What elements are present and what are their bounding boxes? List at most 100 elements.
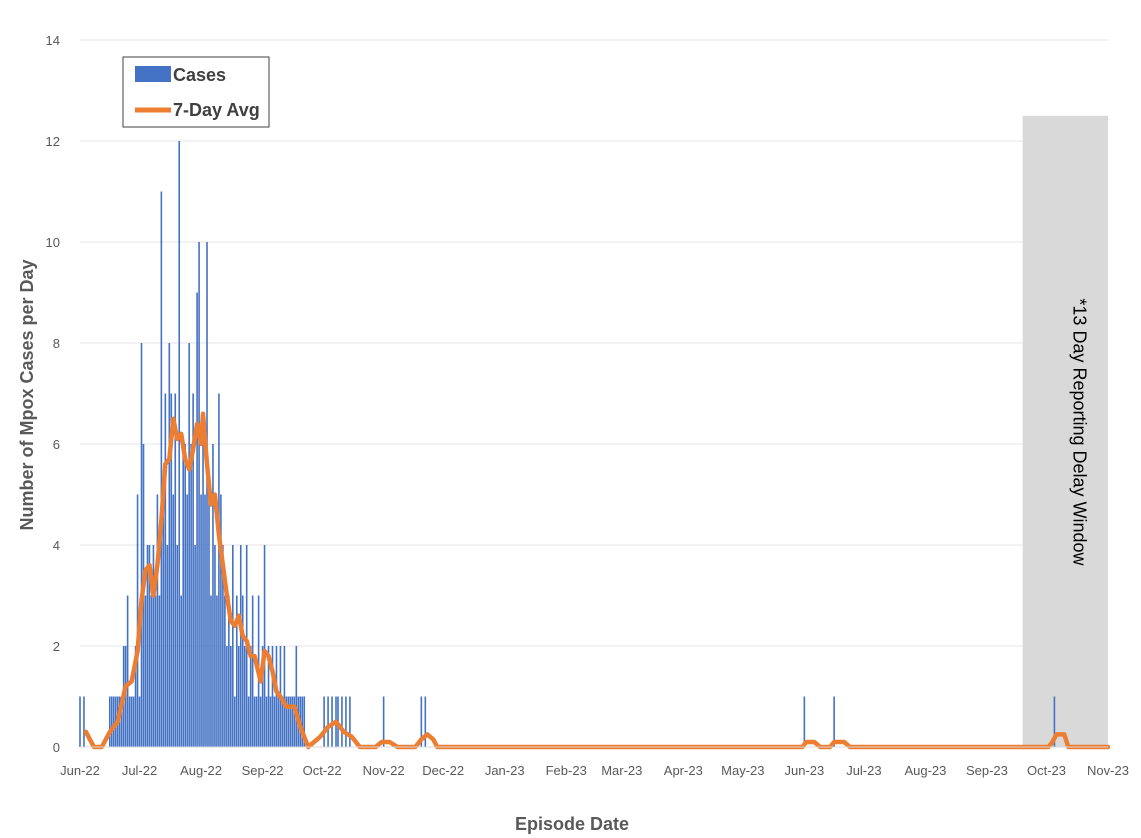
case-bar <box>265 696 268 747</box>
case-bar <box>188 343 190 747</box>
x-axis-ticks: Jun-22 Jul-22 Aug-22 Sep-22 Oct-22 Nov-22 Dec-… <box>60 763 1129 778</box>
case-bar <box>148 545 151 747</box>
case-bar <box>136 494 139 747</box>
x-tick-label: Jun-22 <box>60 763 100 778</box>
case-bar <box>251 595 254 747</box>
case-bar <box>112 696 115 747</box>
x-tick-label: Mar-23 <box>601 763 642 778</box>
case-bar <box>271 646 274 747</box>
case-bar <box>138 696 141 747</box>
case-bar <box>108 696 111 747</box>
case-bar <box>833 696 835 747</box>
case-bar <box>241 595 244 747</box>
case-bar <box>172 494 175 747</box>
case-bar <box>283 646 286 747</box>
case-bar <box>216 595 218 747</box>
case-bar <box>166 545 169 747</box>
case-bar <box>144 595 147 747</box>
case-bar <box>253 696 256 747</box>
gridlines <box>80 39 1108 748</box>
case-bar <box>281 696 284 747</box>
legend-cases-label: Cases <box>173 65 226 85</box>
case-bar <box>156 494 159 747</box>
x-tick-label: Aug-22 <box>180 763 222 778</box>
y-tick-label: 12 <box>46 134 60 149</box>
case-bar <box>287 696 290 747</box>
case-bar <box>222 545 224 747</box>
case-bar <box>424 696 427 747</box>
case-bar <box>224 595 226 747</box>
case-bar <box>190 444 192 747</box>
seven-day-avg-line <box>83 411 1111 750</box>
case-bar <box>259 696 262 747</box>
case-bar <box>275 646 278 747</box>
x-tick-label: Jan-23 <box>485 763 525 778</box>
case-bar <box>212 444 214 747</box>
case-bar <box>220 494 222 747</box>
x-tick-label: Apr-23 <box>664 763 703 778</box>
x-tick-label: Jul-22 <box>122 763 157 778</box>
case-bar <box>230 646 232 747</box>
x-tick-label: Oct-23 <box>1027 763 1066 778</box>
case-bar <box>126 595 129 747</box>
case-bar <box>162 494 165 747</box>
case-bar <box>345 696 347 747</box>
case-bar <box>178 141 181 747</box>
case-bar <box>323 696 325 747</box>
case-bar <box>303 696 306 747</box>
case-bar <box>198 242 200 747</box>
x-tick-label: Oct-22 <box>303 763 342 778</box>
y-tick-label: 0 <box>53 740 60 755</box>
case-bar <box>206 242 208 747</box>
y-axis-ticks: 0 2 4 6 8 10 12 14 <box>46 33 60 755</box>
case-bar <box>200 494 202 747</box>
case-bar <box>210 595 212 747</box>
y-axis-title: Number of Mpox Cases per Day <box>17 259 37 530</box>
case-bar <box>293 696 296 747</box>
case-bar <box>79 696 81 747</box>
case-bar <box>176 545 179 747</box>
y-tick-label: 8 <box>53 336 60 351</box>
x-axis-title: Episode Date <box>515 814 629 834</box>
case-bar <box>243 646 246 747</box>
reporting-delay-window-label: *13 Day Reporting Delay Window <box>1069 298 1089 566</box>
x-tick-label: Feb-23 <box>546 763 587 778</box>
case-bar <box>247 696 250 747</box>
case-bar <box>218 393 220 747</box>
case-bar <box>184 444 186 747</box>
case-bar <box>110 696 113 747</box>
case-bar <box>83 696 85 747</box>
case-bar <box>180 595 183 747</box>
x-tick-label: Dec-22 <box>422 763 464 778</box>
case-bar <box>267 646 270 747</box>
case-bar <box>158 595 161 747</box>
seven-day-avg-polyline <box>83 411 1111 750</box>
case-bar <box>140 343 143 747</box>
x-tick-label: Sep-23 <box>966 763 1008 778</box>
case-bar <box>150 595 153 747</box>
case-bar <box>233 696 236 747</box>
case-bar <box>192 393 194 747</box>
case-bar <box>273 696 276 747</box>
case-bar <box>160 191 163 747</box>
case-bar <box>174 393 177 747</box>
legend-avg-label: 7-Day Avg <box>173 100 260 120</box>
case-bar <box>295 646 298 747</box>
case-bar <box>341 696 343 747</box>
case-bar <box>164 393 167 747</box>
case-bar <box>232 545 234 747</box>
case-bar <box>202 444 204 747</box>
case-bar <box>349 696 351 747</box>
case-bar <box>194 545 196 747</box>
y-tick-label: 6 <box>53 437 60 452</box>
case-bar <box>214 545 216 747</box>
case-bar <box>208 494 210 747</box>
case-bar <box>186 494 188 747</box>
case-bar <box>134 646 137 747</box>
case-bar <box>327 696 329 747</box>
case-bar <box>120 696 123 747</box>
case-bar <box>289 696 292 747</box>
case-bar <box>420 696 423 747</box>
case-bar <box>263 545 266 747</box>
case-bar <box>168 343 171 747</box>
